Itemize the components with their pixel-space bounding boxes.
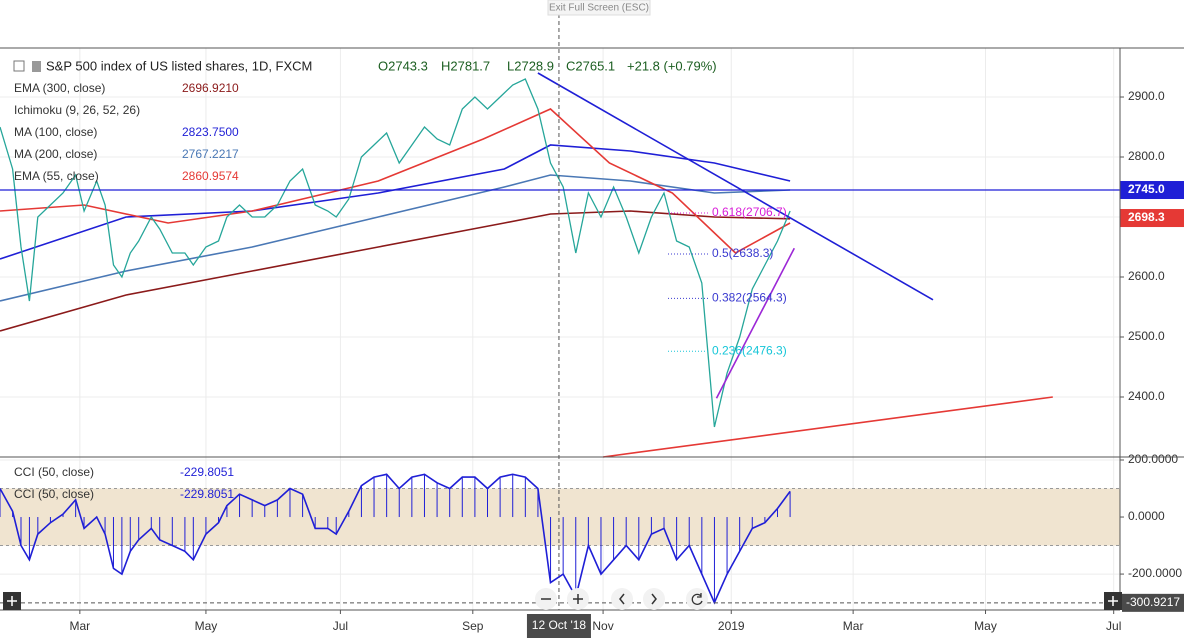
legend-name: CCI (50, close) bbox=[14, 465, 94, 479]
x-tick-label: Sep bbox=[462, 619, 484, 633]
x-tick-label: May bbox=[974, 619, 997, 633]
legend-value: 2823.7500 bbox=[182, 125, 239, 139]
add-icon bbox=[1108, 596, 1118, 606]
reset-button[interactable] bbox=[686, 588, 708, 610]
moving-average bbox=[0, 108, 791, 254]
x-tick-label: Mar bbox=[70, 619, 91, 633]
legend-value: -229.8051 bbox=[180, 487, 234, 501]
moving-average bbox=[0, 174, 791, 302]
fib-label: 0.236(2476.3) bbox=[712, 343, 787, 357]
x-tick-label: Jul bbox=[1106, 619, 1121, 633]
trendline bbox=[537, 72, 934, 301]
y-tick-label: 2400.0 bbox=[1128, 389, 1165, 403]
ohlc-value: H2781.7 bbox=[441, 58, 490, 73]
x-tick-label: Nov bbox=[592, 619, 613, 633]
price-label: 2745.0 bbox=[1128, 182, 1165, 196]
legend-value: 2767.2217 bbox=[182, 147, 239, 161]
y-tick-label: 2600.0 bbox=[1128, 269, 1165, 283]
left-icon bbox=[619, 593, 625, 605]
add-icon bbox=[7, 596, 17, 606]
scroll-right-button[interactable] bbox=[643, 588, 665, 610]
y-tick-label: 2800.0 bbox=[1128, 149, 1165, 163]
legend-value: 2860.9574 bbox=[182, 169, 239, 183]
crosshair-label: 12 Oct '18 bbox=[532, 618, 587, 632]
ohlc-value: L2728.9 bbox=[507, 58, 554, 73]
legend-value: -229.8051 bbox=[180, 465, 234, 479]
x-tick-label: May bbox=[195, 619, 218, 633]
legend-name: EMA (300, close) bbox=[14, 81, 105, 95]
legend-name: EMA (55, close) bbox=[14, 169, 99, 183]
scroll-left-button[interactable] bbox=[611, 588, 633, 610]
chart-title: S&P 500 index of US listed shares, 1D, F… bbox=[46, 58, 312, 73]
trendline bbox=[602, 396, 1053, 458]
fib-label: 0.618(2706.7) bbox=[712, 205, 787, 219]
legend-name: MA (100, close) bbox=[14, 125, 97, 139]
fib-label: 0.5(2638.3) bbox=[712, 246, 773, 260]
price-label-box bbox=[1120, 209, 1184, 228]
plus-icon bbox=[573, 594, 583, 604]
crosshair-value-box bbox=[1122, 593, 1184, 612]
x-tick-label: 2019 bbox=[718, 619, 745, 633]
trendline bbox=[715, 247, 796, 399]
x-tick-label: Jul bbox=[333, 619, 348, 633]
ohlc-value: O2743.3 bbox=[378, 58, 428, 73]
legend-name: Ichimoku (9, 26, 52, 26) bbox=[14, 103, 140, 117]
crosshair-value: -300.9217 bbox=[1126, 595, 1180, 609]
cci-line bbox=[0, 473, 791, 605]
price-label-box bbox=[1120, 181, 1184, 200]
cci-band bbox=[0, 488, 1120, 546]
crosshair-label-box bbox=[526, 614, 591, 638]
y-tick-label: 0.0000 bbox=[1128, 509, 1165, 523]
fib-label: 0.382(2564.3) bbox=[712, 291, 787, 305]
symbol-icon bbox=[32, 61, 41, 72]
exit-button-label[interactable]: Exit Full Screen (ESC) bbox=[549, 3, 649, 14]
legend-name: CCI (50, close) bbox=[14, 487, 94, 501]
y-tick-label: 2900.0 bbox=[1128, 89, 1165, 103]
x-tick-label: Mar bbox=[843, 619, 864, 633]
legend-name: MA (200, close) bbox=[14, 147, 97, 161]
legend-toggle bbox=[13, 60, 25, 72]
ohlc-value: +21.8 (+0.79%) bbox=[627, 58, 717, 73]
moving-average bbox=[0, 210, 791, 332]
ohlc-value: C2765.1 bbox=[566, 58, 615, 73]
reset-icon bbox=[691, 593, 703, 605]
legend-value: 2696.9210 bbox=[182, 81, 239, 95]
y-tick-label: -200.0000 bbox=[1128, 566, 1182, 580]
y-tick-label: 2500.0 bbox=[1128, 329, 1165, 343]
price-label: 2698.3 bbox=[1128, 210, 1165, 224]
right-icon bbox=[651, 593, 657, 605]
y-tick-label: 200.0000 bbox=[1128, 452, 1178, 466]
price-line bbox=[0, 78, 791, 428]
exit-button[interactable] bbox=[547, 0, 651, 16]
